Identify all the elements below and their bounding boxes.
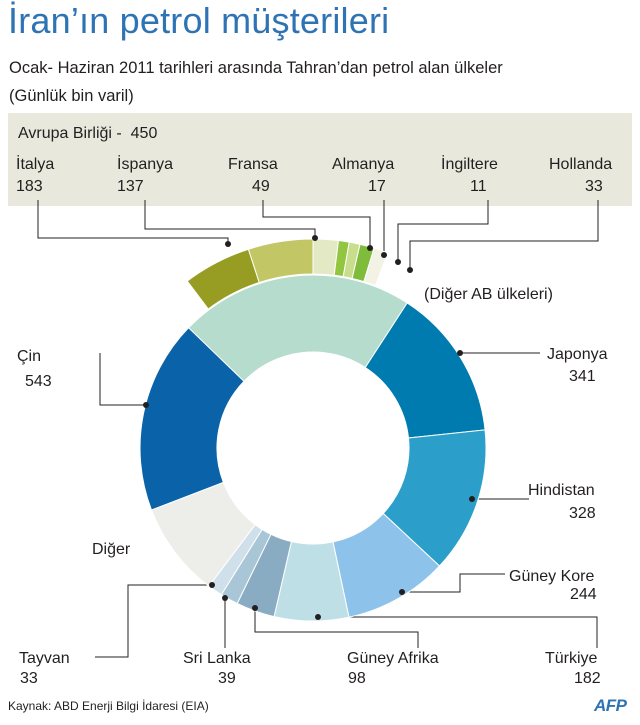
label-italya: İtalya (16, 156, 55, 173)
source-note: Kaynak: ABD Enerji Bilgi İdaresi (EIA) (8, 699, 209, 713)
subtitle-line-1: Ocak- Haziran 2011 tarihleri arasında Ta… (9, 59, 503, 77)
value-hindistan: 328 (569, 505, 596, 522)
leader-dot (367, 245, 373, 251)
label-diger: Diğer (92, 541, 131, 558)
value-hollanda: 33 (585, 178, 603, 195)
label-sri-lanka: Sri Lanka (183, 650, 251, 667)
leader-dot (399, 589, 405, 595)
eu-total: 450 (130, 125, 158, 142)
leader-dot (312, 235, 318, 241)
leader-line (99, 353, 146, 406)
leader-dot (469, 496, 475, 502)
label-guney-kore: Güney Kore (509, 568, 595, 585)
subtitle: Ocak- Haziran 2011 tarihleri arasında Ta… (9, 54, 503, 110)
leader-line (402, 573, 505, 593)
label-hollanda: Hollanda (549, 156, 613, 173)
leader-line (144, 200, 316, 238)
leader-line (397, 200, 489, 262)
eu-label: Avrupa Birliği - 450 (18, 124, 157, 144)
leader-dot (252, 605, 258, 611)
label-japonya: Japonya (547, 346, 608, 363)
value-sri-lanka: 39 (218, 670, 236, 687)
leader-dot (315, 614, 321, 620)
eu-segment-diger-ab-ulkeleri (363, 247, 389, 287)
value-japonya: 341 (569, 368, 596, 385)
leader-line (318, 616, 598, 648)
value-almanya: 17 (368, 178, 386, 195)
leader-line (95, 584, 212, 658)
label-turkiye: Türkiye (545, 650, 598, 667)
label-hindistan: Hindistan (528, 482, 595, 499)
leader-line (262, 200, 371, 248)
value-ispanya: 137 (117, 178, 144, 195)
leader-dot (381, 252, 387, 258)
label-cin: Çin (17, 348, 42, 365)
subtitle-line-2: (Günlük bin varil) (9, 87, 134, 105)
leader-dots (143, 235, 475, 620)
leader-dot (407, 267, 413, 273)
page-title: İran’ın petrol müşterileri (8, 0, 390, 41)
label-guney-afrika: Güney Afrika (347, 650, 439, 667)
label-diger-ab: (Diğer AB ülkeleri) (424, 286, 553, 303)
value-fransa: 49 (252, 178, 270, 195)
leader-dot (209, 582, 215, 588)
eu-label-text: Avrupa Birliği - (18, 125, 122, 142)
leader-dot (143, 402, 149, 408)
slice-cin (139, 327, 245, 511)
label-almanya: Almanya (332, 156, 395, 173)
leader-dot (225, 241, 231, 247)
leader-line (37, 200, 229, 244)
slice-avrupa-birligi (187, 274, 408, 383)
value-cin: 543 (25, 373, 52, 390)
label-tayvan: Tayvan (19, 650, 70, 667)
value-italya: 183 (16, 178, 43, 195)
leader-dot (395, 259, 401, 265)
leader-line (254, 608, 419, 648)
leader-line (409, 200, 599, 270)
leader-dot (457, 350, 463, 356)
label-fransa: Fransa (228, 156, 278, 173)
leader-dot (222, 595, 228, 601)
value-guney-afrika: 98 (348, 670, 366, 687)
afp-logo: AFP (594, 696, 627, 715)
value-turkiye: 182 (574, 670, 601, 687)
eu-outer-ring (186, 238, 389, 310)
eu-panel (8, 113, 632, 206)
value-tayvan: 33 (20, 670, 38, 687)
label-ispanya: İspanya (117, 156, 174, 173)
value-ingiltere: 11 (470, 178, 487, 195)
donut-ring (139, 274, 487, 622)
label-ingiltere: İngiltere (441, 156, 498, 173)
value-guney-kore: 244 (570, 586, 597, 603)
